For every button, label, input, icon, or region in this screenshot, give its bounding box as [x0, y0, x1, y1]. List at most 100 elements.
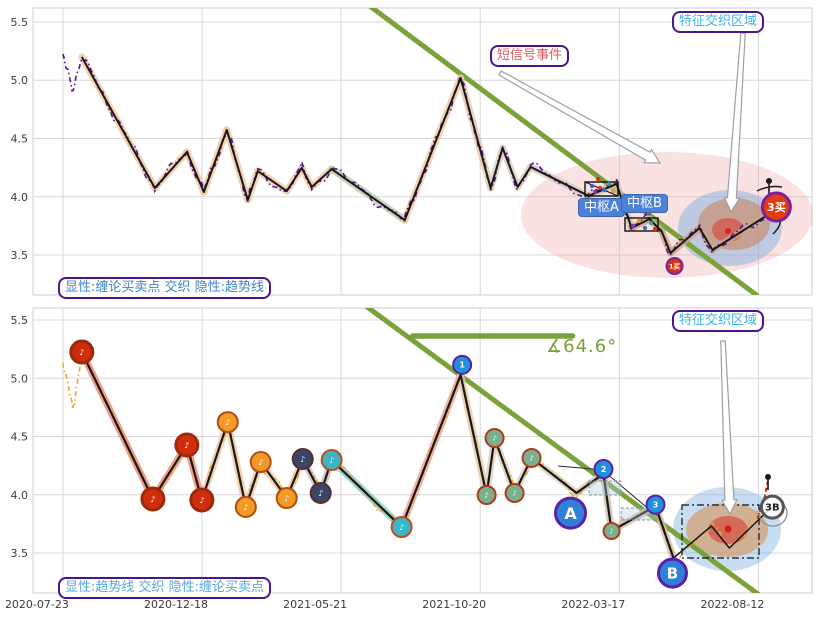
x-tick-label: 2022-03-17: [561, 598, 625, 611]
scatter-dot: [652, 226, 658, 232]
point-marker: [484, 428, 505, 449]
y-tick-label: 3.5: [11, 249, 29, 262]
point-marker: [249, 451, 272, 474]
point-marker: [275, 487, 298, 510]
y-tick-label: 5.5: [11, 16, 29, 29]
point-marker-glyph: ♪: [329, 456, 334, 465]
feature-zone-label-bottom: 特征交织区域: [672, 310, 765, 332]
point-marker-glyph: ♪: [318, 489, 323, 498]
y-tick-label: 3.5: [11, 547, 29, 560]
y-tick-label: 4.5: [11, 133, 29, 146]
short-signal-event-label: 短信号事件: [490, 45, 570, 67]
annotation-arrow: [498, 70, 662, 164]
point-marker-glyph: 1: [459, 361, 465, 370]
point-marker-glyph: ♪: [529, 454, 533, 462]
top-panel-legend-note: 显性:缠论买卖点 交织 隐性:趋势线: [58, 277, 272, 299]
point-marker-glyph: ♪: [225, 418, 230, 427]
point-marker: [320, 449, 343, 472]
scatter-dot: [630, 223, 636, 229]
point-marker-glyph: ♪: [199, 496, 204, 505]
y-tick-label: 4.0: [11, 191, 29, 204]
stick-figure-head: [766, 178, 772, 184]
point-marker-glyph: 1买: [669, 262, 681, 270]
x-tick-label: 2020-12-18: [144, 598, 208, 611]
point-marker: [174, 432, 200, 458]
signal-dot: [724, 525, 732, 533]
trendline-angle-label: ∡64.6°: [546, 336, 618, 357]
point-marker: [760, 191, 792, 223]
x-tick-label: 2021-05-21: [283, 598, 347, 611]
point-marker-glyph: ♪: [484, 492, 488, 500]
y-tick-label: 4.0: [11, 489, 29, 502]
bottom-plot-area: [32, 307, 813, 594]
point-marker: [234, 496, 257, 519]
point-marker: [504, 483, 525, 504]
point-marker: [759, 494, 785, 520]
point-marker-glyph: 3: [653, 501, 659, 510]
trend-line: [368, 8, 759, 295]
stick-figure-head: [765, 474, 771, 480]
point-marker-glyph: 2: [601, 465, 607, 474]
y-tick-label: 4.5: [11, 431, 29, 444]
point-marker-glyph: ♪: [184, 441, 189, 450]
point-marker: [554, 496, 588, 530]
mini-dashed-box: [588, 480, 622, 496]
point-marker: [665, 256, 684, 275]
annotation-arrow: [723, 32, 746, 214]
scatter-dot: [601, 187, 607, 193]
point-marker-glyph: ♪: [258, 458, 263, 467]
chan-segments: [80, 351, 675, 559]
point-marker: [189, 487, 215, 513]
scatter-dot: [642, 225, 648, 231]
point-marker-glyph: ♪: [284, 494, 289, 503]
point-marker-glyph: 3买: [767, 201, 786, 214]
point-marker-glyph: ♪: [243, 503, 248, 512]
point-marker-glyph: ♪: [300, 455, 305, 464]
annotation-arrow: [720, 340, 738, 516]
x-tick-label: 2022-08-12: [700, 598, 764, 611]
scatter-dot: [592, 189, 598, 195]
point-marker-glyph: A: [564, 504, 577, 523]
point-marker: [656, 557, 688, 589]
x-tick-label: 2021-10-20: [422, 598, 486, 611]
point-marker: [521, 447, 542, 468]
point-marker: [216, 411, 239, 434]
feature-zone-rect: [681, 504, 760, 559]
pivot-rect: [584, 181, 619, 197]
annotation-path: [758, 503, 788, 527]
signal-dot: [725, 228, 731, 234]
point-marker: [593, 459, 614, 480]
point-marker: [140, 486, 166, 512]
y-tick-label: 5.0: [11, 372, 29, 385]
scatter-dot: [610, 188, 616, 194]
point-marker-glyph: ♪: [492, 435, 496, 443]
scatter-dot: [589, 183, 595, 189]
scatter-dot: [606, 181, 612, 187]
point-marker: [69, 339, 95, 365]
chan-segments: [80, 56, 787, 255]
point-marker: [645, 494, 666, 515]
point-marker-glyph: ♪: [150, 495, 155, 504]
scatter-dot: [636, 218, 642, 224]
y-tick-label: 5.0: [11, 74, 29, 87]
pivot-rect: [624, 217, 659, 232]
point-marker-glyph: 3B: [765, 503, 780, 514]
point-marker-glyph: B: [667, 564, 678, 582]
pivot-b-tag: 中枢B: [621, 194, 668, 213]
x-tick-label: 2020-07-23: [5, 598, 69, 611]
point-marker: [602, 522, 621, 541]
point-marker-glyph: ♪: [399, 523, 404, 532]
point-marker-glyph: ♪: [609, 528, 613, 536]
point-marker: [291, 448, 314, 471]
feature-zone-label-top: 特征交织区域: [672, 11, 765, 33]
point-marker: [476, 485, 497, 506]
pivot-a-tag: 中枢A: [578, 198, 625, 217]
point-marker: [452, 354, 473, 375]
point-marker-glyph: ♪: [79, 348, 84, 357]
trend-line-desc: [364, 308, 761, 593]
scatter-dot: [597, 185, 603, 191]
scatter-dot: [595, 176, 601, 182]
point-marker-glyph: ♪: [512, 490, 516, 498]
point-marker: [390, 516, 413, 539]
